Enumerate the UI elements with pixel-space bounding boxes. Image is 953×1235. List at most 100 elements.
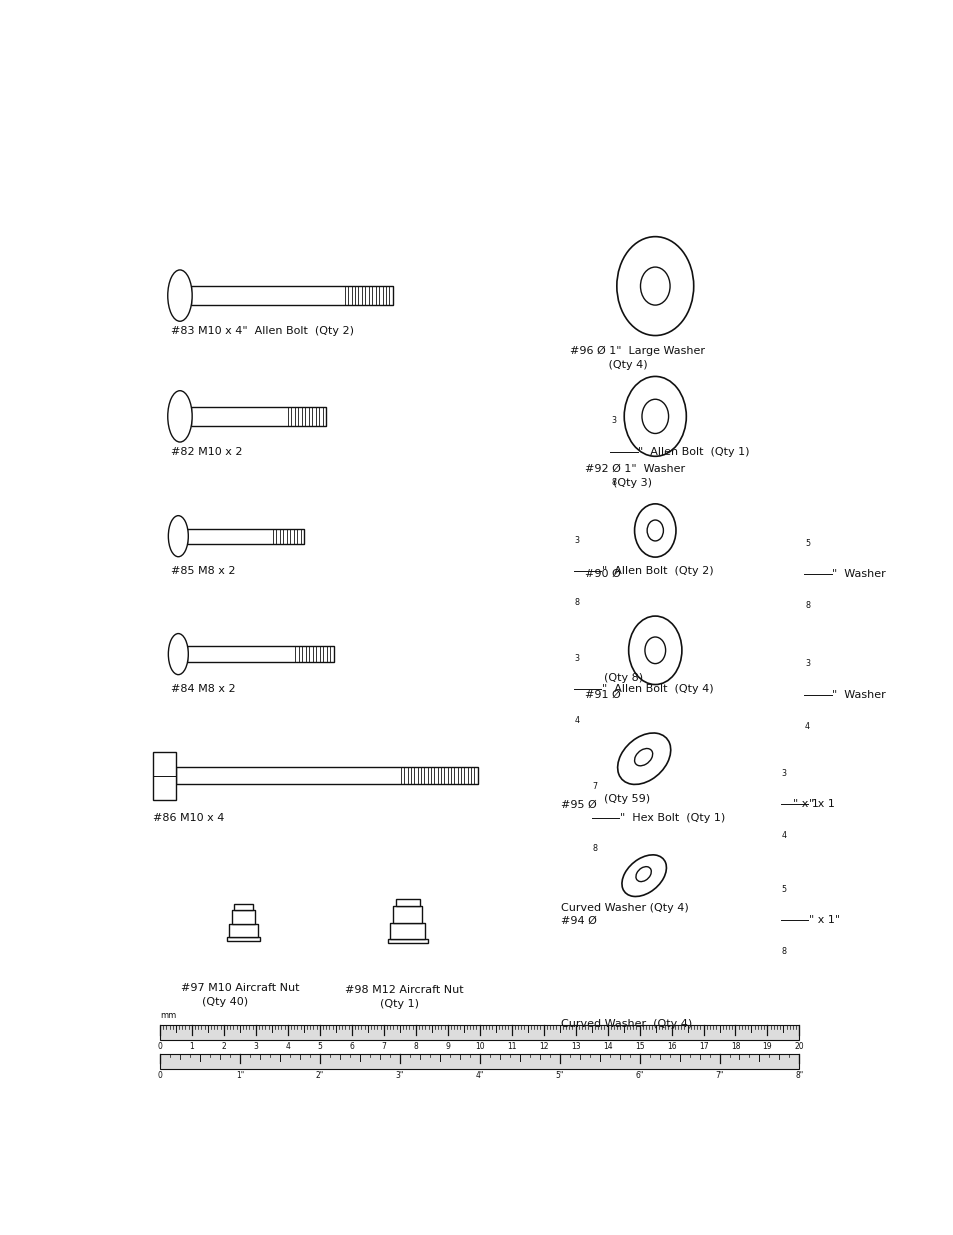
Ellipse shape <box>617 734 670 784</box>
Bar <box>227 937 259 941</box>
Bar <box>187 529 304 543</box>
Text: (Qty 59): (Qty 59) <box>603 794 649 804</box>
Bar <box>395 899 419 906</box>
Bar <box>160 1053 799 1068</box>
Ellipse shape <box>634 748 652 766</box>
Ellipse shape <box>621 855 666 897</box>
Text: 17: 17 <box>698 1042 707 1051</box>
Bar <box>191 406 326 426</box>
Bar <box>390 923 425 940</box>
Circle shape <box>646 520 662 541</box>
Text: 7": 7" <box>715 1071 723 1079</box>
Bar <box>152 752 176 799</box>
Text: #97 M10 Aircraft Nut
      (Qty 40): #97 M10 Aircraft Nut (Qty 40) <box>180 983 299 1007</box>
Text: 3: 3 <box>611 416 616 425</box>
Text: #95 Ø: #95 Ø <box>560 799 600 809</box>
Text: 10: 10 <box>475 1042 484 1051</box>
Text: "  Allen Bolt  (Qty 2): " Allen Bolt (Qty 2) <box>601 567 713 577</box>
Text: #98 M12 Aircraft Nut
          (Qty 1): #98 M12 Aircraft Nut (Qty 1) <box>344 986 463 1009</box>
Text: mm: mm <box>160 1011 176 1020</box>
Bar <box>232 909 254 924</box>
Text: "  Hex Bolt  (Qty 1): " Hex Bolt (Qty 1) <box>619 813 724 823</box>
Text: 20: 20 <box>794 1042 803 1051</box>
Text: 6": 6" <box>635 1071 643 1079</box>
Ellipse shape <box>636 867 651 882</box>
Text: 8: 8 <box>413 1042 417 1051</box>
Text: 1": 1" <box>235 1071 244 1079</box>
Text: #92 Ø 1"  Washer
        (Qty 3): #92 Ø 1" Washer (Qty 3) <box>584 464 684 488</box>
Circle shape <box>617 237 693 336</box>
Bar <box>176 767 477 784</box>
Text: #94 Ø: #94 Ø <box>560 915 600 925</box>
Text: Curved Washer (Qty 4): Curved Washer (Qty 4) <box>560 903 688 913</box>
Text: (Qty 8): (Qty 8) <box>603 673 642 683</box>
Text: 4: 4 <box>574 716 578 725</box>
Ellipse shape <box>168 390 192 442</box>
Text: 5": 5" <box>555 1071 563 1079</box>
Text: 0: 0 <box>157 1042 162 1051</box>
Text: "  Washer: " Washer <box>832 569 885 579</box>
Bar <box>393 906 421 923</box>
Text: 6: 6 <box>349 1042 354 1051</box>
Text: 8": 8" <box>795 1071 802 1079</box>
Text: 2: 2 <box>221 1042 226 1051</box>
Text: #91 Ø: #91 Ø <box>584 690 623 700</box>
Text: #83 M10 x 4"  Allen Bolt  (Qty 2): #83 M10 x 4" Allen Bolt (Qty 2) <box>171 326 354 336</box>
Text: "  Allen Bolt  (Qty 1): " Allen Bolt (Qty 1) <box>638 447 749 457</box>
Text: 18: 18 <box>730 1042 740 1051</box>
Text: 0: 0 <box>157 1071 162 1079</box>
Text: " x 1": " x 1" <box>808 915 839 925</box>
Text: 13: 13 <box>570 1042 579 1051</box>
Ellipse shape <box>168 270 192 321</box>
Text: #96 Ø 1"  Large Washer
           (Qty 4): #96 Ø 1" Large Washer (Qty 4) <box>570 346 704 370</box>
Text: #84 M8 x 2: #84 M8 x 2 <box>171 684 239 694</box>
Text: 5: 5 <box>317 1042 322 1051</box>
Ellipse shape <box>168 634 188 674</box>
Text: 8: 8 <box>574 598 578 606</box>
Bar <box>229 924 257 937</box>
Text: 7: 7 <box>381 1042 386 1051</box>
Text: 19: 19 <box>761 1042 772 1051</box>
Text: 8: 8 <box>611 478 616 487</box>
Text: 7: 7 <box>592 782 598 792</box>
Text: 4": 4" <box>475 1071 483 1079</box>
Text: 5: 5 <box>781 884 785 894</box>
Text: 5: 5 <box>804 538 809 547</box>
Text: 3: 3 <box>574 653 578 663</box>
Text: 2": 2" <box>315 1071 324 1079</box>
Text: #82 M10 x 2: #82 M10 x 2 <box>171 447 246 457</box>
Bar <box>233 904 253 909</box>
Circle shape <box>639 267 669 305</box>
Circle shape <box>628 616 681 684</box>
Bar <box>187 646 334 662</box>
Text: "  Allen Bolt  (Qty 4): " Allen Bolt (Qty 4) <box>601 684 713 694</box>
Text: 3: 3 <box>574 536 578 545</box>
Text: 14: 14 <box>602 1042 612 1051</box>
Text: 9: 9 <box>445 1042 450 1051</box>
Text: 16: 16 <box>666 1042 676 1051</box>
Text: " x 1: " x 1 <box>808 799 838 809</box>
Bar <box>160 1025 799 1040</box>
Bar <box>191 287 393 305</box>
Text: 1: 1 <box>190 1042 194 1051</box>
Text: "  Washer: " Washer <box>832 690 885 700</box>
Text: 8: 8 <box>781 947 785 956</box>
Text: 3: 3 <box>781 768 785 778</box>
Text: 4: 4 <box>804 721 809 731</box>
Circle shape <box>623 377 685 456</box>
Text: 3: 3 <box>253 1042 258 1051</box>
Text: Curved Washer  (Qty 4): Curved Washer (Qty 4) <box>560 1019 692 1029</box>
Text: " x 1: " x 1 <box>792 799 821 809</box>
Text: 15: 15 <box>634 1042 643 1051</box>
Text: 3: 3 <box>804 659 809 668</box>
Ellipse shape <box>168 516 188 557</box>
Text: 8: 8 <box>804 601 809 610</box>
Text: #90 Ø: #90 Ø <box>584 569 623 579</box>
Text: 3": 3" <box>395 1071 403 1079</box>
Text: 11: 11 <box>506 1042 516 1051</box>
Text: #85 M8 x 2: #85 M8 x 2 <box>171 567 239 577</box>
Text: 12: 12 <box>538 1042 548 1051</box>
Circle shape <box>641 399 668 433</box>
Circle shape <box>644 637 665 663</box>
Circle shape <box>634 504 676 557</box>
